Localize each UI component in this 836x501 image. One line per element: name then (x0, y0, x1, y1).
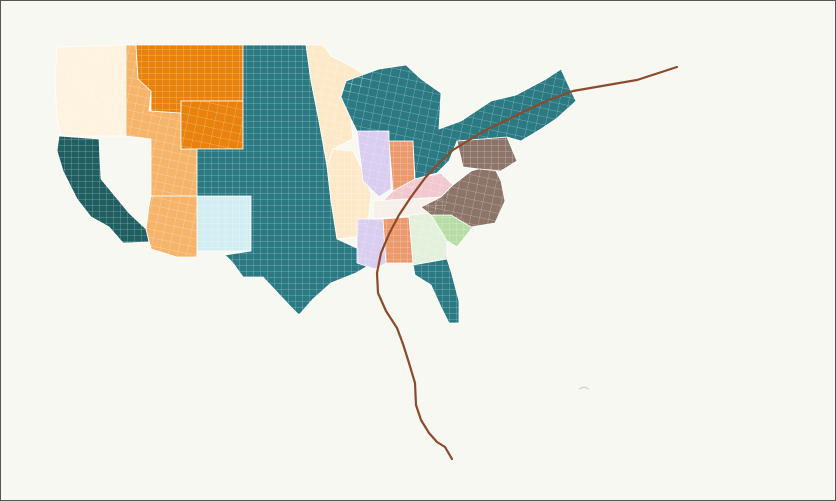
county-lines-arizona-new-mexico (146, 196, 197, 257)
county-lines-idaho-utah (126, 45, 197, 196)
county-lines-missouri-arkansas (327, 149, 371, 239)
county-lines-pennsylvania (457, 137, 517, 171)
county-lines-mississippi (357, 219, 386, 269)
county-lines-indiana (389, 141, 415, 191)
county-lines-florida (413, 259, 459, 323)
county-lines-great-plains-texas (197, 45, 373, 315)
county-lines-illinois (357, 131, 391, 197)
county-lines-georgia (409, 213, 447, 265)
storm-track (375, 65, 679, 461)
county-lines-wyoming (181, 101, 243, 149)
county-lines-washington-oregon (55, 45, 126, 136)
county-lines-alabama (383, 217, 413, 263)
county-lines-montana (136, 45, 243, 113)
small-island-marker (578, 386, 590, 390)
county-lines-great-lakes-northeast-south (341, 65, 576, 179)
county-lines-colorado (197, 196, 251, 251)
county-lines-virginia-carolinas (421, 165, 505, 227)
county-lines-tennessee (373, 197, 447, 219)
county-lines-south-carolina (431, 215, 473, 247)
county-lines-minnesota-iowa (306, 45, 373, 166)
county-lines-california-nevada-west (57, 136, 149, 243)
